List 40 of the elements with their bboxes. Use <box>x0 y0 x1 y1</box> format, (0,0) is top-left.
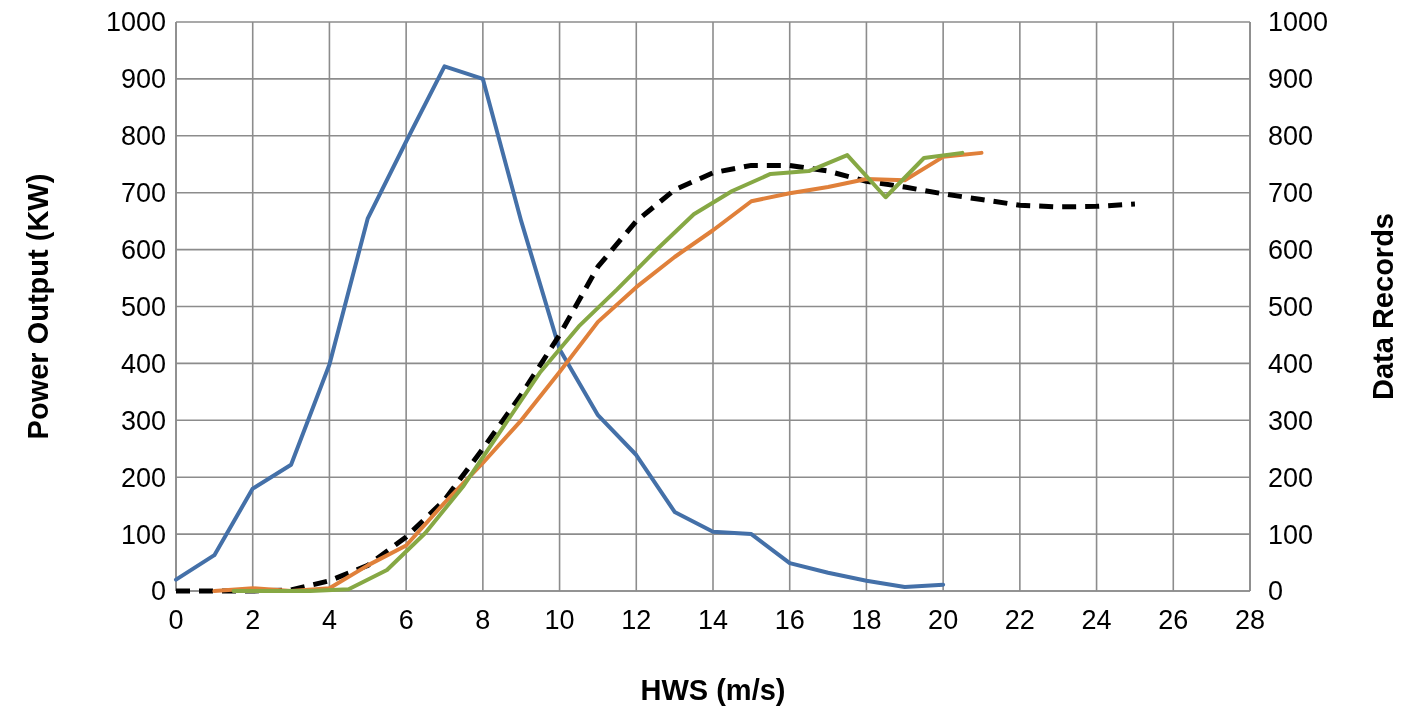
x-tick-label: 18 <box>851 605 882 635</box>
y2-tick-label: 700 <box>1268 178 1314 209</box>
y2-tick-label: 900 <box>1268 64 1314 95</box>
x-tick-label: 20 <box>928 605 959 635</box>
y-tick-label: 800 <box>120 121 166 152</box>
x-tick-label: 8 <box>475 605 491 635</box>
y-tick-label: 200 <box>120 462 166 493</box>
y2-tick-label: 500 <box>1268 291 1314 322</box>
x-tick-label: 14 <box>697 605 729 635</box>
x-tick-label: 26 <box>1158 605 1189 635</box>
y2-tick-label: 800 <box>1268 121 1314 152</box>
y-tick-label: 900 <box>120 64 166 95</box>
line-series <box>174 64 946 590</box>
x-tick-label: 2 <box>245 605 261 635</box>
y2-tick-label: 100 <box>1268 519 1314 550</box>
y-tick-label: 0 <box>150 576 166 607</box>
y-tick-label: 600 <box>120 235 166 266</box>
y2-tick-label: 400 <box>1268 348 1314 379</box>
y2-tick-label: 200 <box>1268 462 1314 493</box>
x-tick-label: 4 <box>321 605 337 635</box>
y2-tick-label: 0 <box>1268 576 1284 607</box>
x-axis-title: HWS (m/s) <box>640 674 786 706</box>
x-tick-label: 24 <box>1081 605 1112 635</box>
y-tick-label: 100 <box>120 519 166 550</box>
x-tick-label: 16 <box>774 605 805 635</box>
y-tick-label: 700 <box>120 178 166 209</box>
y-tick-label: 400 <box>120 348 166 379</box>
y2-tick-label: 300 <box>1268 405 1314 436</box>
y-tick-label: 300 <box>120 405 166 436</box>
x-tick-label: 28 <box>1234 605 1266 635</box>
x-tick-label: 22 <box>1004 605 1035 635</box>
y2-axis-title: Data Records <box>1367 213 1399 400</box>
y2-tick-label: 1000 <box>1268 7 1329 38</box>
x-tick-label: 12 <box>621 605 652 635</box>
y-tick-label: 500 <box>120 291 166 322</box>
y-axis-title: Power Output (KW) <box>22 173 54 440</box>
y-tick-label: 1000 <box>105 7 166 38</box>
y2-tick-label: 600 <box>1268 235 1314 266</box>
x-tick-label: 6 <box>398 605 414 635</box>
x-tick-label: 10 <box>544 605 575 635</box>
